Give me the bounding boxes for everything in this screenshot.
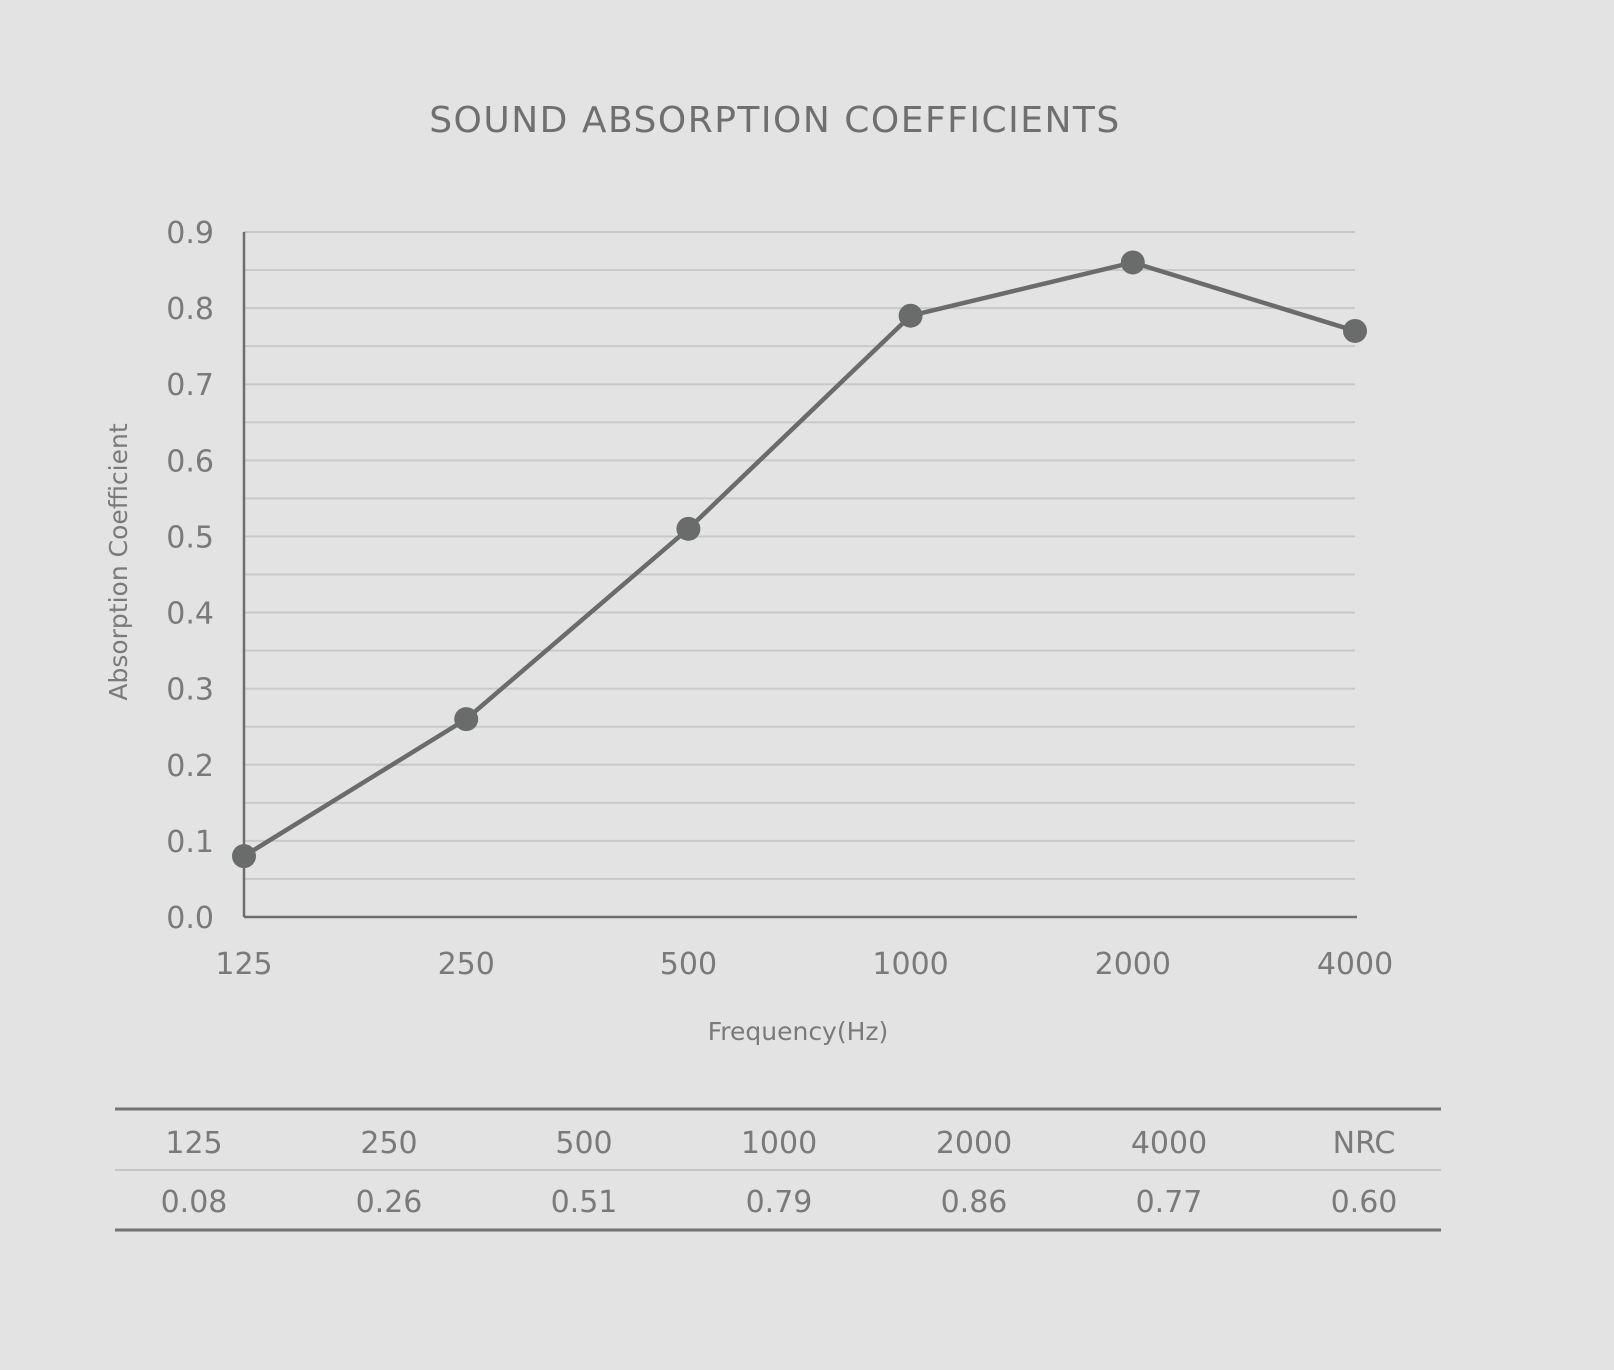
data-point (898, 303, 923, 328)
y-axis-label: Absorption Coefficient (104, 423, 133, 700)
data-point (454, 707, 479, 732)
absorption-table: 125 250 500 1000 2000 4000 NRC 0.08 0.26 0.51 0.79… (115, 1107, 1441, 1232)
series (232, 250, 1367, 869)
y-tick-label: 0.5 (166, 520, 214, 555)
y-tick-label: 0.0 (166, 901, 214, 936)
table-value-cell: 0.79 (746, 1185, 813, 1220)
gridlines (244, 231, 1355, 880)
y-tick-label: 0.9 (166, 216, 214, 251)
x-tick-label: 1000 (872, 947, 948, 982)
data-point (1120, 250, 1145, 275)
chart-title: SOUND ABSORPTION COEFFICIENTS (429, 100, 1121, 141)
x-tick-label: 4000 (1317, 947, 1393, 982)
table-value-cell: 0.77 (1136, 1185, 1203, 1220)
table-header-cell: 1000 (741, 1126, 817, 1161)
x-axis-label: Frequency(Hz) (708, 1017, 889, 1046)
table-value-cell: 0.51 (551, 1185, 618, 1220)
axes (242, 232, 1357, 919)
y-tick-label: 0.4 (166, 597, 214, 632)
table-header-cell: 250 (360, 1126, 417, 1161)
table-value-cell: 0.26 (356, 1185, 423, 1220)
table-header-cell: 4000 (1131, 1126, 1207, 1161)
table-value-cell: 0.60 (1331, 1185, 1398, 1220)
data-point (676, 516, 701, 541)
y-tick-label: 0.3 (166, 673, 214, 708)
table-value-cell: 0.86 (941, 1185, 1008, 1220)
table-header-cell: NRC (1333, 1126, 1396, 1161)
table-header-cell: 2000 (936, 1126, 1012, 1161)
y-tick-label: 0.2 (166, 749, 214, 784)
x-tick-label: 125 (215, 947, 272, 982)
y-tick-labels: 0.0 0.1 0.2 0.3 0.4 0.5 0.6 0.7 0.8 0.9 (166, 216, 214, 936)
table-header-cell: 500 (555, 1126, 612, 1161)
data-point (232, 844, 256, 869)
data-point (1343, 318, 1367, 343)
x-tick-labels: 125 250 500 1000 2000 4000 (215, 947, 1393, 982)
y-tick-label: 0.8 (166, 292, 214, 327)
x-tick-label: 2000 (1095, 947, 1171, 982)
y-tick-label: 0.6 (166, 444, 214, 479)
x-tick-label: 250 (438, 947, 495, 982)
x-tick-label: 500 (660, 947, 717, 982)
table-header-cell: 125 (165, 1126, 222, 1161)
series-line (241, 260, 1358, 859)
y-tick-label: 0.1 (166, 825, 214, 860)
table-value-cell: 0.08 (161, 1185, 228, 1220)
y-tick-label: 0.7 (166, 368, 214, 403)
